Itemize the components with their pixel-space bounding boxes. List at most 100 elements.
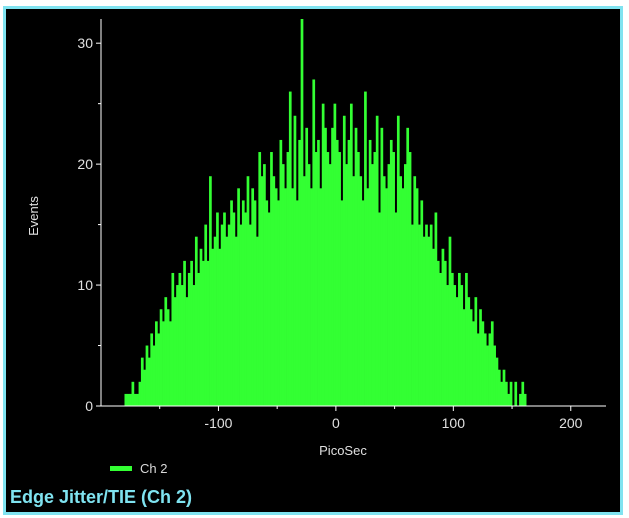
histogram-bar [183, 260, 186, 407]
histogram-bar [502, 369, 506, 406]
histogram-bar [481, 321, 485, 406]
histogram-bar [432, 248, 435, 406]
histogram-bar [197, 272, 200, 406]
histogram-bar [420, 200, 424, 406]
histogram-bar [347, 139, 351, 406]
histogram-bar [234, 236, 238, 406]
histogram-bar [129, 393, 132, 406]
histogram-bar [429, 224, 433, 406]
histogram-bar [162, 321, 165, 406]
histogram-bar [401, 188, 405, 406]
chart-title: Edge Jitter/TIE (Ch 2) [10, 487, 193, 507]
histogram-bar [418, 224, 421, 406]
histogram-bar [462, 309, 466, 406]
histogram-bar [241, 200, 245, 406]
histogram-bar [486, 345, 489, 406]
histogram-bar [406, 127, 410, 406]
histogram-bar [312, 79, 316, 406]
y-tick-label: 30 [77, 35, 93, 51]
histogram-bar [145, 345, 149, 406]
histogram-bar [427, 236, 431, 406]
histogram-bar [422, 236, 426, 406]
histogram-bar [349, 103, 353, 406]
histogram-bar [239, 224, 243, 406]
histogram-bar [293, 115, 297, 406]
histogram-bar [209, 176, 212, 406]
histogram-bar [331, 127, 334, 406]
histogram-bar [495, 357, 499, 407]
histogram-bar [223, 212, 226, 406]
histogram-bar [357, 152, 360, 406]
histogram-bar [310, 188, 313, 406]
histogram-bar [319, 188, 323, 406]
histogram-bar [281, 164, 285, 407]
histogram-chart: 0 10 20 30 -100 0 100 200 Events PicoSec [26, 19, 606, 458]
histogram-bar [256, 236, 259, 406]
histogram-bar [342, 115, 346, 406]
histogram-bar [143, 369, 146, 406]
histogram-bar [171, 272, 175, 406]
histogram-bar [453, 285, 457, 406]
histogram-bar [230, 200, 233, 406]
histogram-bar [253, 200, 257, 406]
histogram-bar [408, 152, 412, 406]
histogram-bar [415, 188, 419, 406]
histogram-bar [446, 285, 449, 406]
histogram-bar [225, 236, 229, 406]
histogram-bar [441, 248, 445, 406]
histogram-bar [321, 103, 325, 406]
histogram-bar [455, 297, 459, 406]
histogram-bar [479, 309, 482, 406]
histogram-bar [380, 127, 384, 406]
histogram-bar [190, 260, 193, 407]
histogram-bar [497, 369, 501, 406]
y-tick-label: 20 [77, 156, 93, 172]
histogram-bar [166, 309, 170, 406]
histogram-bar [399, 176, 402, 406]
histogram-bar [307, 164, 311, 407]
histogram-bar [373, 152, 377, 406]
histogram-bar [244, 212, 247, 406]
histogram-bar [251, 188, 255, 406]
histogram-bar [328, 164, 332, 407]
histogram-bar [324, 127, 327, 406]
histogram-bar [216, 212, 219, 406]
histogram-bar [180, 285, 184, 406]
histogram-bar [434, 212, 438, 406]
histogram-bar [371, 164, 374, 407]
histogram-bar [260, 176, 264, 406]
legend-label: Ch 2 [140, 461, 168, 476]
histogram-bar [443, 260, 447, 407]
histogram-bar [523, 393, 527, 406]
histogram-bar [460, 285, 464, 406]
histogram-bar [335, 139, 339, 406]
histogram-bar [258, 152, 262, 406]
histogram-bar [131, 381, 135, 406]
histogram-bar [396, 115, 400, 406]
legend-swatch [110, 466, 132, 471]
histogram-bar [450, 272, 454, 406]
histogram-bar [176, 285, 179, 406]
histogram-bar [211, 248, 215, 406]
histogram-bar [317, 139, 320, 406]
histogram-bar [263, 164, 266, 407]
histogram-bar [206, 260, 210, 407]
histogram-bar [490, 321, 494, 406]
histogram-bar [382, 176, 386, 406]
histogram-bar [448, 236, 452, 406]
histogram-bar [472, 321, 475, 406]
chart-panel: 0 10 20 30 -100 0 100 200 Events PicoSec [3, 6, 623, 515]
legend: Ch 2 [110, 461, 167, 476]
histogram-bar [340, 200, 344, 406]
histogram-bar [514, 381, 518, 406]
histogram-bar [411, 224, 414, 406]
histogram-bar [220, 224, 224, 406]
histogram-bar [300, 19, 304, 406]
histogram-bar [465, 272, 468, 406]
histogram-bar [288, 91, 292, 406]
histogram-bar [352, 176, 356, 406]
histogram-bar [326, 152, 330, 406]
histogram-bar [500, 381, 503, 406]
histogram-bar [436, 260, 440, 407]
histogram-bar [159, 309, 163, 406]
